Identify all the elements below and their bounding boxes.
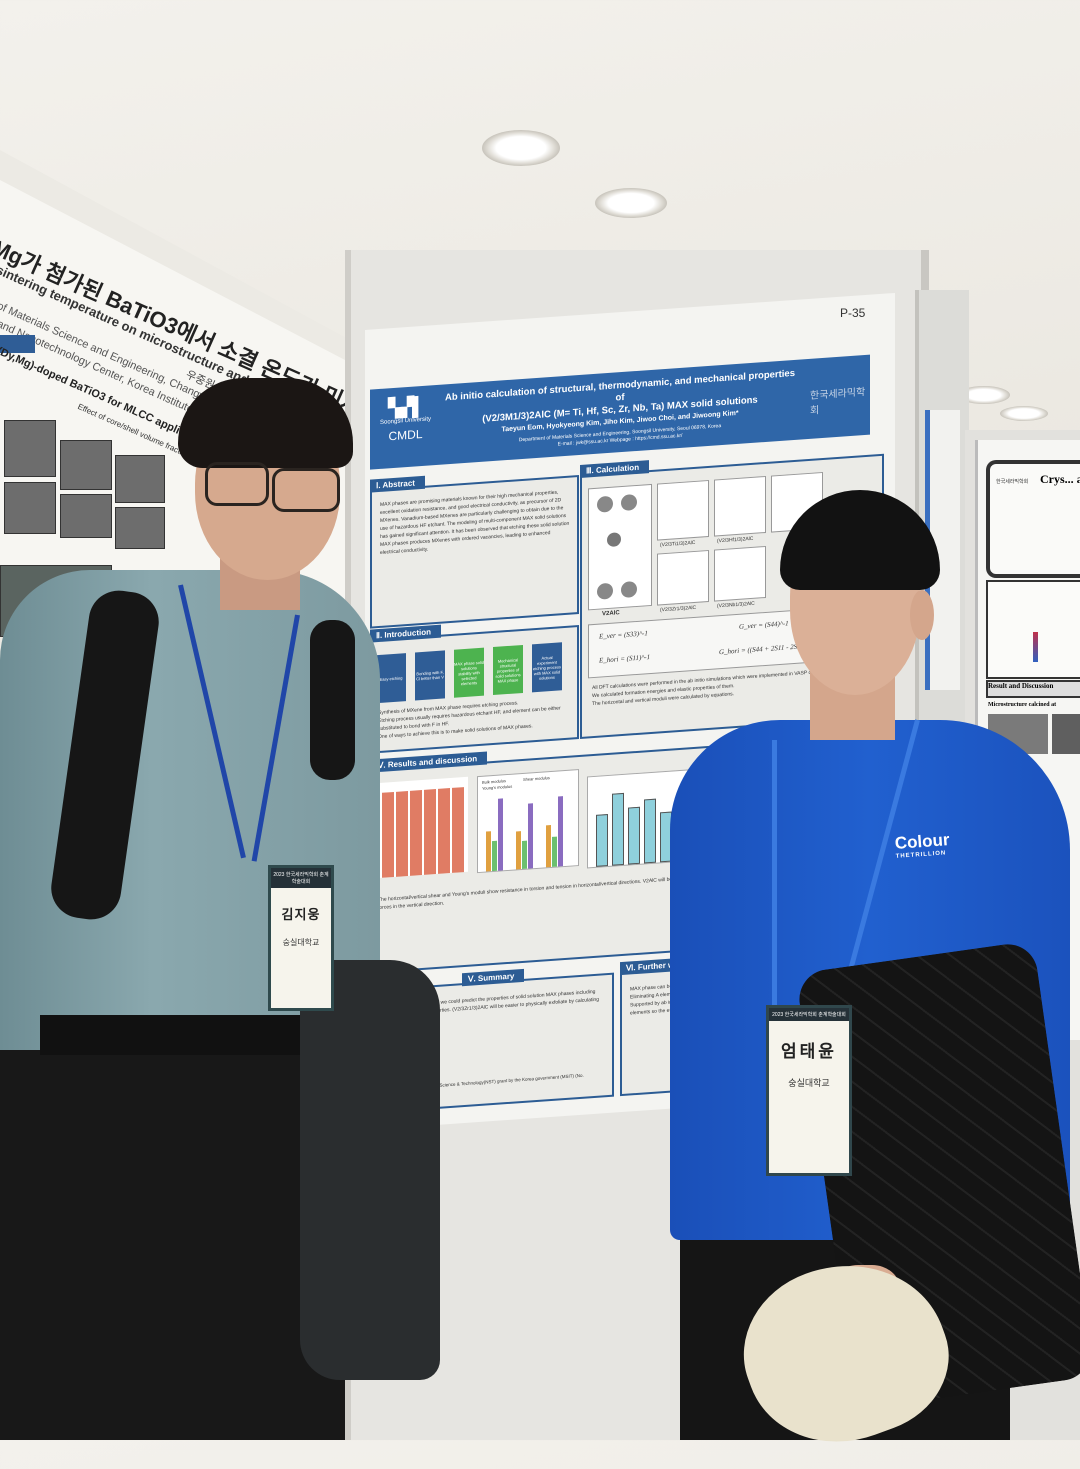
ceiling-light — [1000, 406, 1048, 421]
badge-school: 숭실대학교 — [282, 938, 320, 947]
chart-bar — [492, 840, 497, 872]
flow-step: Actual experiment etching process with M… — [532, 642, 562, 693]
chart-bar — [558, 796, 563, 867]
right-poster-title: Crys... as a — [1040, 472, 1080, 486]
flow-step: Mechanical structural properties of soli… — [493, 644, 523, 696]
equation: E_ver = (S33)^-1 — [599, 629, 648, 641]
glasses-icon — [205, 462, 269, 506]
right-poster-intro — [986, 580, 1080, 679]
right-poster-subsection: Microstructure calcined at — [988, 702, 1057, 708]
summary-heading: Ⅴ. Summary — [462, 968, 525, 987]
flow-step: MAX phase solid solutions stability with… — [454, 647, 484, 698]
person-right: Colour THETRILLION 2023 한국세라믹학회 춘계학술대회 엄… — [660, 0, 1080, 1469]
left-poster-section-tab — [0, 335, 35, 353]
calculation-heading: Ⅲ. Calculation — [580, 460, 650, 478]
ceiling-light — [595, 188, 667, 218]
glasses-icon — [272, 468, 340, 512]
badge-header: 2023 한국세라믹학회 춘계학술대회 — [769, 1008, 849, 1021]
ceiling-light — [958, 386, 1010, 404]
equation: E_hori = (S11)^-1 — [599, 653, 651, 665]
chart-bar — [498, 798, 503, 871]
right-poster-society: 한국세라믹학회 — [996, 479, 1029, 485]
left-poster-micrograph — [60, 494, 112, 538]
left-poster-micrograph — [4, 420, 56, 477]
person-left: 2023 한국세라믹학회 춘계학술대회 김지웅 숭실대학교 — [0, 0, 450, 1440]
right-poster-section: Result and Discussion — [986, 680, 1080, 698]
chart-bar — [516, 831, 521, 870]
chart-legend: Shear modulus — [523, 775, 550, 782]
moduli-chart: Bulk modulus Shear modulus Young's modul… — [477, 769, 579, 874]
name-badge: 2023 한국세라믹학회 춘계학술대회 김지웅 숭실대학교 — [268, 865, 334, 1011]
left-poster-micrograph — [115, 507, 165, 549]
hair — [178, 378, 353, 468]
hair — [780, 490, 940, 590]
chart-bar — [644, 798, 656, 864]
panel-number: P-35 — [840, 306, 866, 320]
left-poster-micrograph — [60, 440, 112, 490]
belt — [40, 1015, 300, 1055]
chart-bar — [628, 806, 640, 865]
chart-legend: Young's modulus — [482, 783, 513, 791]
chart-bar — [546, 824, 551, 868]
jacket — [300, 960, 440, 1380]
lanyard — [772, 740, 777, 1005]
shirt-logo: Colour THETRILLION — [894, 830, 950, 860]
ceiling-light — [482, 130, 560, 166]
chart-bar — [452, 787, 464, 873]
left-poster-micrograph — [115, 455, 165, 503]
left-poster-micrograph — [4, 482, 56, 534]
pants — [0, 1030, 345, 1440]
crystal-structure-image — [588, 483, 652, 611]
chart-bar — [552, 836, 557, 867]
chart-bar — [528, 803, 533, 869]
chart-bar — [486, 831, 491, 872]
name-badge: 2023 한국세라믹학회 춘계학술대회 엄태윤 숭실대학교 — [766, 1005, 852, 1176]
ear — [910, 590, 934, 640]
badge-name: 김지웅 — [281, 907, 321, 922]
badge-name: 엄태윤 — [781, 1042, 837, 1061]
chart-bar — [596, 814, 608, 867]
chart-bar — [612, 792, 624, 866]
chart-bar — [522, 840, 527, 870]
badge-header: 2023 한국세라믹학회 춘계학술대회 — [271, 868, 331, 888]
backpack-strap — [310, 620, 355, 780]
badge-school: 숭실대학교 — [788, 1078, 830, 1088]
structure-label: V2AlC — [602, 610, 620, 618]
right-poster-micrograph — [1052, 714, 1080, 754]
